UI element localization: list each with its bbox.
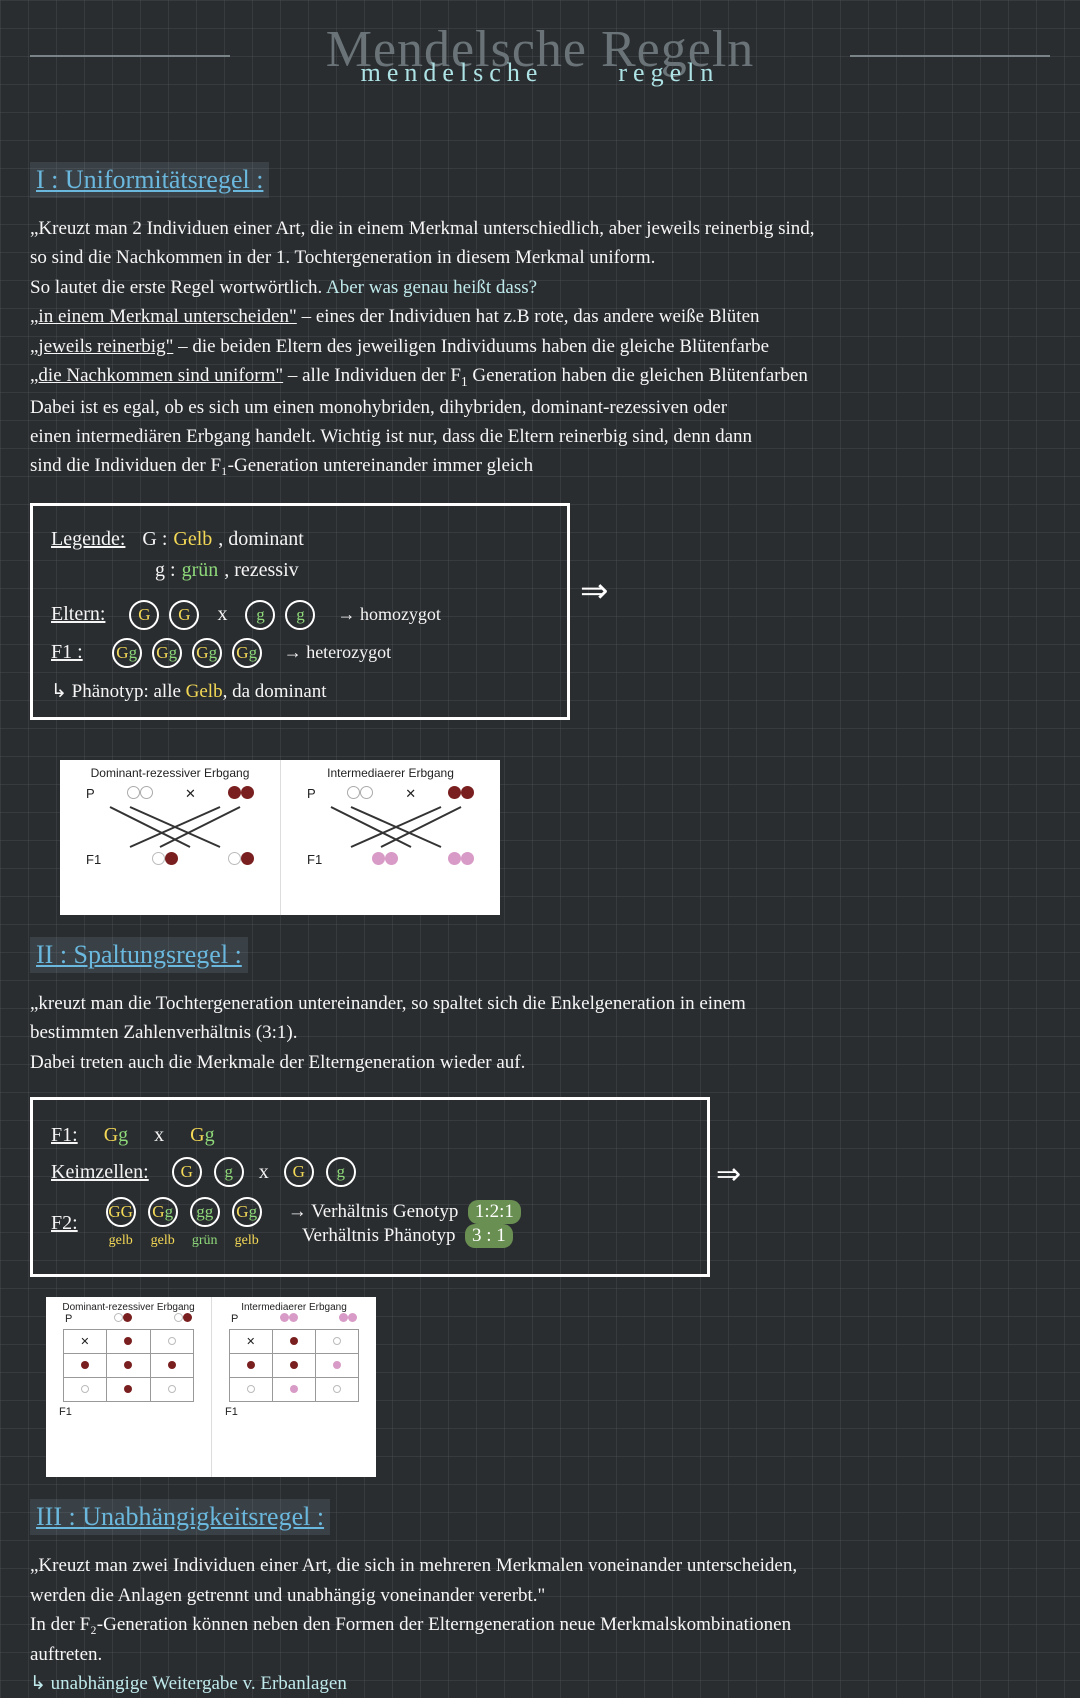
- title-small-l: mendelsche: [361, 58, 544, 87]
- arrow-icon: ⇒: [716, 1157, 741, 1192]
- section-1-head: I : Uniformitätsregel :: [30, 162, 269, 198]
- title-small-r: regeln: [618, 58, 719, 87]
- page-title: Mendelsche Regeln mendelsche regeln: [30, 20, 1050, 110]
- section-2-head: II : Spaltungsregel :: [30, 937, 248, 973]
- section-1-body: „Kreuzt man 2 Individuen einer Art, die …: [30, 214, 1050, 481]
- arrow-icon: ⇒: [580, 571, 609, 611]
- spaltung-box: F1: Gg x Gg Keimzellen: Gg x Gg F2: GG g…: [30, 1097, 710, 1277]
- legend-box: Legende: G : Gelb , dominant g : grün , …: [30, 503, 570, 720]
- section-3-head: III : Unabhängigkeitsregel :: [30, 1499, 330, 1535]
- diagram-spaltung: Dominant-rezessiver Erbgang P ✕ F1 Inter…: [46, 1297, 376, 1477]
- section-3-body: „Kreuzt man zwei Individuen einer Art, d…: [30, 1551, 1050, 1698]
- diagram-uniformity: Dominant-rezessiver Erbgang P ✕ F1 Inter…: [60, 760, 500, 915]
- section-2-body: „kreuzt man die Tochtergeneration untere…: [30, 989, 1050, 1077]
